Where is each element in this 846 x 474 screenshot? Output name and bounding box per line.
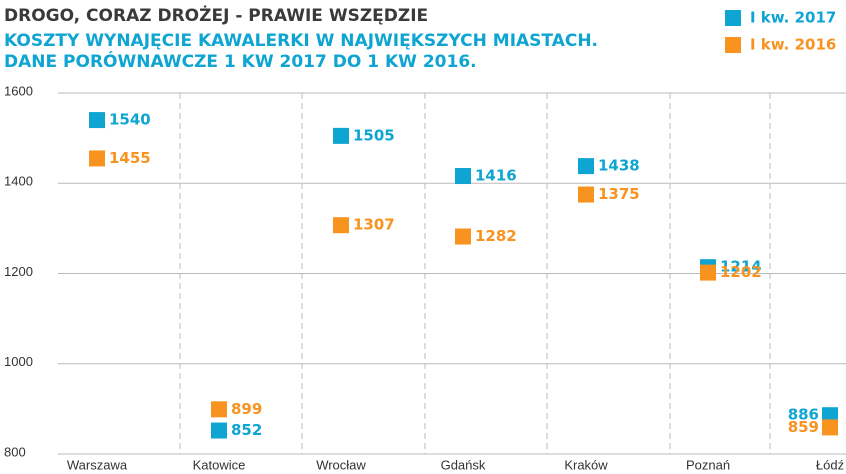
legend-label: I kw. 2016	[750, 36, 836, 54]
x-tick-label: Warszawa	[67, 457, 128, 472]
x-tick-label: Łódź	[816, 457, 844, 472]
value-label: 1540	[109, 111, 151, 129]
legend-swatch	[725, 10, 741, 26]
chart-subtitle: DANE PORÓWNAWCZE 1 KW 2017 DO 1 KW 2016.	[4, 50, 477, 72]
marker	[822, 407, 838, 424]
x-tick-label: Poznań	[686, 457, 730, 472]
value-label: 859	[788, 418, 819, 436]
y-tick-label: 800	[4, 444, 26, 459]
chart-title: DROGO, CORAZ DROŻEJ - PRAWIE WSZĘDZIE	[4, 4, 428, 26]
marker	[700, 264, 716, 281]
marker	[455, 228, 471, 245]
marker	[89, 112, 105, 129]
legend-swatch	[725, 37, 741, 53]
value-label: 1307	[353, 216, 395, 234]
x-tick-label: Katowice	[193, 457, 246, 472]
x-tick-label: Wrocław	[316, 457, 366, 472]
value-label: 1375	[598, 185, 640, 203]
marker	[578, 158, 594, 175]
value-label: 1282	[475, 227, 517, 245]
y-tick-label: 1600	[4, 83, 33, 98]
marker	[822, 419, 838, 436]
marker	[211, 401, 227, 418]
marker	[333, 217, 349, 234]
value-label: 886	[788, 406, 819, 424]
marker	[455, 168, 471, 185]
value-label: 1455	[109, 149, 151, 167]
y-tick-label: 1400	[4, 174, 33, 189]
legend-label: I kw. 2017	[750, 9, 836, 27]
x-tick-label: Gdańsk	[441, 457, 486, 472]
marker	[211, 422, 227, 439]
y-tick-label: 1000	[4, 354, 33, 369]
marker	[89, 150, 105, 167]
chart-subtitle: KOSZTY WYNAJĘCIE KAWALERKI W NAJWIĘKSZYC…	[4, 31, 598, 51]
value-label: 1505	[353, 126, 395, 144]
value-label: 852	[231, 421, 262, 439]
marker	[578, 186, 594, 203]
marker	[333, 127, 349, 144]
value-label: 899	[231, 400, 262, 418]
value-label: 1438	[598, 157, 640, 175]
value-label: 1214	[720, 258, 762, 276]
value-label: 1202	[720, 263, 762, 281]
x-tick-label: Kraków	[564, 457, 608, 472]
value-label: 1416	[475, 167, 517, 185]
y-tick-label: 1200	[4, 264, 33, 279]
